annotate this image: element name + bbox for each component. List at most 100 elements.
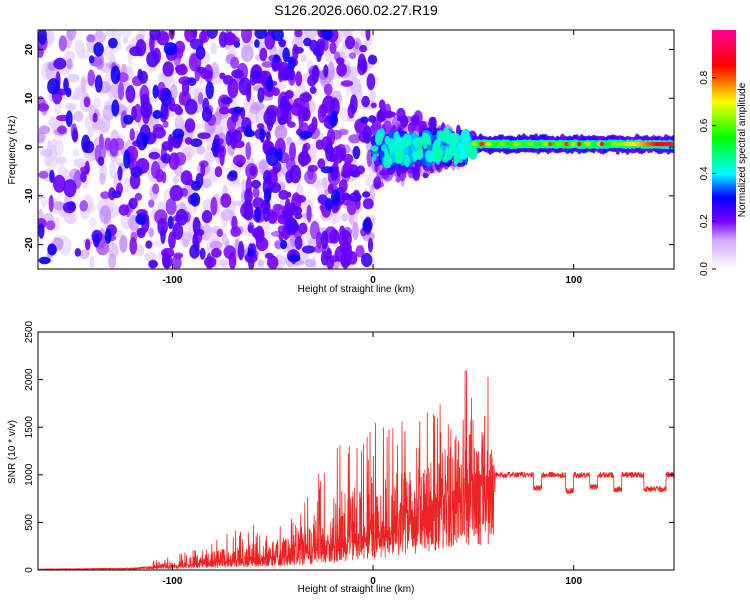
spectrogram-cell	[53, 57, 67, 70]
spectrogram-cell	[162, 120, 169, 128]
spectrogram-cell	[384, 135, 391, 145]
spectrogram-cell	[422, 143, 428, 150]
spectrogram-cell	[369, 90, 376, 101]
spectrogram-cell	[368, 115, 377, 123]
spectrogram-cell	[290, 102, 304, 116]
spectrogram-cell	[230, 56, 240, 69]
spectrogram-cell	[48, 194, 54, 213]
spectrogram-cell	[160, 226, 166, 244]
spectrogram-cell	[195, 45, 206, 60]
snr-y-ticks: 0 500 1000 1500 2000 2500	[24, 320, 674, 573]
spectrogram-cell	[109, 159, 116, 179]
spectrogram-y-ticks: -20 -10 0 10 20	[24, 44, 674, 252]
spectrogram-cell	[47, 78, 61, 95]
spectrogram-cell	[111, 99, 120, 117]
spectrogram-cell	[175, 64, 188, 76]
spectrogram-cell	[263, 204, 270, 222]
snr-x-tick-label: -100	[162, 576, 182, 587]
spectrogram-cell	[134, 192, 143, 201]
spectrogram-cell	[297, 151, 311, 167]
snr-panel: -100 0 100 0 500 1000 1500 2000 2500 Height of …	[7, 320, 675, 595]
spectrogram-cell	[259, 127, 265, 143]
spectrogram-cell	[231, 130, 243, 143]
spectrogram-cell	[342, 192, 351, 201]
spectrogram-cell	[89, 217, 97, 229]
spectrogram-cell	[129, 128, 135, 141]
snr-y-tick-label: 1500	[24, 416, 35, 439]
spectrogram-cell	[135, 244, 145, 257]
spectrogram-cell	[209, 240, 223, 250]
spectrogram-cell	[359, 44, 368, 53]
snr-x-tick-label: 0	[370, 576, 376, 587]
spectrogram-cell	[197, 132, 211, 140]
spectrogram-cell	[74, 248, 82, 257]
spectrogram-cell	[136, 228, 146, 239]
spectrogram-cell	[280, 95, 288, 110]
spectrogram-cell	[220, 209, 234, 222]
spectrogram-cell	[341, 213, 349, 222]
spectrogram-cell	[238, 77, 252, 96]
spectrogram-cell	[125, 85, 136, 103]
spectrogram-cell	[281, 209, 293, 219]
colorbar: 0.0 0.2 0.4 0.6 0.8 Normalized spectral ampl…	[699, 30, 748, 276]
spectrogram-cell	[362, 198, 374, 210]
spectrogram-cell	[389, 146, 394, 155]
spectrogram-cell	[356, 100, 363, 110]
spectrogram-cell	[328, 113, 338, 127]
snr-y-tick-label: 1000	[24, 463, 35, 486]
spectrogram-cell	[47, 243, 57, 256]
spectrogram-cell	[231, 200, 244, 207]
spectrogram-cell	[204, 256, 217, 268]
spectrogram-cell	[360, 116, 369, 124]
spectrogram-cell	[265, 131, 271, 142]
spectrogram-cell	[417, 143, 423, 155]
spectrogram-cell	[111, 30, 123, 41]
spectrogram-cell	[190, 180, 202, 191]
spectrogram-cell	[81, 134, 91, 153]
spectrogram-cell	[83, 96, 91, 108]
spectrogram-cell	[529, 141, 534, 147]
spectrogram-cell	[325, 198, 333, 211]
spectrogram-cell	[123, 114, 134, 125]
spectrogram-cell	[228, 251, 237, 269]
spectrogram-cell	[479, 141, 484, 147]
spectrogram-cell	[288, 254, 301, 262]
spectrogram-cell	[93, 97, 102, 109]
spectrogram-cell	[517, 141, 523, 147]
spectrogram-cell	[243, 209, 254, 221]
spectrogram-cell	[79, 200, 88, 212]
colorbar-tick-label: 0.0	[699, 262, 710, 276]
spectrogram-cell	[463, 142, 469, 152]
spectrogram-cell	[577, 141, 582, 147]
spectrogram-cell	[231, 215, 238, 231]
spectrogram-cell	[272, 87, 280, 97]
spectrogram-cell	[436, 130, 444, 141]
spectrogram-cell	[498, 141, 503, 147]
spectrogram-cell	[411, 166, 420, 173]
spectrogram-cell	[327, 183, 334, 194]
spectrogram-x-label: Height of straight line (km)	[298, 284, 415, 295]
spectrogram-y-tick-label: -10	[24, 188, 35, 203]
colorbar-label: Normalized spectral amplitude	[737, 82, 748, 217]
spectrogram-cell	[320, 230, 329, 250]
spectrogram-cell	[137, 68, 143, 81]
spectrogram-cell	[241, 30, 252, 44]
spectrogram-cell	[197, 92, 204, 105]
spectrogram-cell	[404, 154, 410, 168]
spectrogram-cell	[583, 141, 588, 147]
spectrogram-cell	[38, 125, 51, 135]
spectrogram-cell	[307, 164, 318, 173]
spectrogram-cell	[99, 172, 106, 185]
spectrogram-cell	[282, 47, 291, 63]
spectrogram-cell	[219, 148, 225, 167]
spectrogram-cell	[123, 176, 131, 193]
spectrogram-cell	[71, 128, 79, 143]
snr-y-tick-label: 2500	[24, 320, 35, 343]
spectrogram-cell	[306, 204, 312, 223]
spectrogram-cell	[557, 141, 563, 147]
spectrogram-cell	[288, 220, 300, 233]
spectrogram-x-ticks: -100 0 100	[162, 30, 582, 286]
spectrogram-cell	[210, 196, 218, 216]
spectrogram-cell	[316, 231, 322, 249]
